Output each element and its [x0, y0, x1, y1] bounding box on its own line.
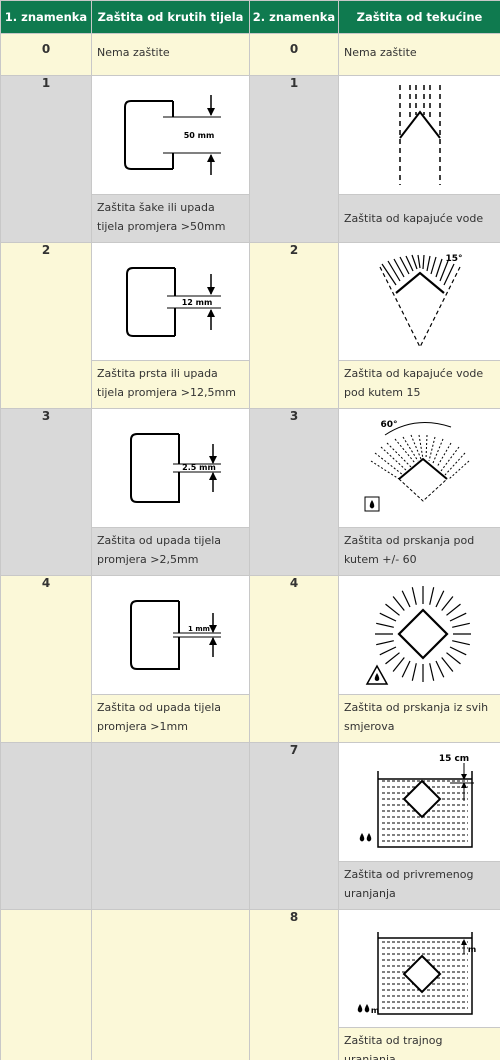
temporary-immersion-icon: 15 cm	[339, 743, 500, 862]
spray-ray	[434, 660, 444, 678]
spray-ray	[375, 640, 394, 646]
second-digit-value: 2	[249, 242, 339, 409]
spray-ray	[392, 657, 405, 672]
liquid-protection-cell: Zaštita od prskanja iz svih smjerova	[338, 575, 500, 743]
spray-ray	[379, 646, 396, 656]
solid-50mm-icon: 50 mm	[92, 76, 249, 195]
liquid-protection-cell: m m Zaštita od trajnog uranjanja	[338, 909, 500, 1060]
spray-ray	[451, 622, 470, 628]
solid-protection-cell: Nema zaštite	[91, 33, 250, 76]
table-row: 7	[0, 742, 500, 910]
solid-dimension-label: 2.5 mm	[182, 463, 216, 472]
liquid-protection-text: Zaštita od privremenog uranjanja	[344, 868, 474, 900]
header-solid-protection: Zaštita od krutih tijela	[91, 0, 250, 34]
liquid-protection-cell: Zaštita od kapajuće vode	[338, 75, 500, 243]
solid-protection-text: Zaštita od upada tijela promjera >1mm	[97, 701, 222, 733]
spray-ray	[411, 663, 417, 681]
solid-2-5mm-icon: 2.5 mm	[92, 409, 249, 528]
liquid-angle-label: 15°	[445, 254, 462, 264]
solid-protection-text: Zaštita prsta ili upada tijela promjera …	[97, 367, 236, 399]
spray-ray	[375, 622, 394, 628]
table-row: 0 Nema zaštite 0 Nema zaštite	[0, 33, 500, 76]
table-row: 1 50 mm Zaštita	[0, 75, 500, 243]
header-liquid-protection: Zaštita od tekućine	[338, 0, 500, 34]
permanent-immersion-icon: m m	[339, 910, 500, 1028]
solid-protection-cell: 1 mm Zaštita od upada tijela promjera >1…	[91, 575, 250, 743]
spray-ray	[379, 612, 396, 622]
solid-protection-cell: 12 mm Zaštita prsta ili upada tijela pro…	[91, 242, 250, 409]
spray-ray	[401, 660, 411, 678]
spray-ray	[440, 596, 453, 611]
second-digit-value: 0	[249, 33, 339, 76]
liquid-protection-cell: 60° Zaštita od prskanja pod kutem +/- 60	[338, 408, 500, 576]
solid-12mm-icon: 12 mm	[92, 243, 249, 361]
solid-dimension-label: 12 mm	[181, 298, 212, 307]
liquid-protection-cell: 15° Zaštita od kapajuće vode pod kutem 1…	[338, 242, 500, 409]
spray-ray	[449, 646, 466, 656]
liquid-dimension-label: 15 cm	[438, 754, 468, 764]
spray-ray	[449, 612, 466, 622]
solid-1mm-icon: 1 mm	[92, 576, 249, 695]
solid-protection-cell: 50 mm Zaštita šake ili upada tijela prom…	[91, 75, 250, 243]
first-digit-value: 2	[0, 242, 92, 409]
spray-ray	[401, 590, 411, 608]
liquid-protection-cell: 15 cm Zaštita od privremenog uranjanja	[338, 742, 500, 910]
spray-60-icon: 60°	[339, 409, 500, 528]
table-row: 4 1 mm Zaštita od upada tijela promjera …	[0, 575, 500, 743]
first-digit-value: 1	[0, 75, 92, 243]
spray-ray	[440, 657, 453, 672]
solid-dimension-label: 1 mm	[188, 625, 210, 633]
liquid-protection-text: Zaštita od prskanja pod kutem +/- 60	[344, 534, 475, 566]
solid-protection-text: Nema zaštite	[97, 46, 170, 59]
angled-drip-15-icon: 15°	[339, 243, 500, 361]
solid-protection-text: Zaštita šake ili upada tijela promjera >…	[97, 201, 226, 233]
solid-dimension-label: 50 mm	[183, 131, 214, 140]
spray-ray	[392, 596, 405, 611]
first-digit-value: 3	[0, 408, 92, 576]
first-digit-value: 0	[0, 33, 92, 76]
liquid-protection-text: Zaštita od kapajuće vode	[344, 212, 484, 225]
header-first-digit: 1. znamenka	[0, 0, 92, 34]
liquid-protection-text: Zaštita od kapajuće vode pod kutem 15	[344, 367, 484, 399]
liquid-protection-text: Zaštita od prskanja iz svih smjerova	[344, 701, 489, 733]
solid-protection-text: Zaštita od upada tijela promjera >2,5mm	[97, 534, 222, 566]
spray-ray	[451, 640, 470, 646]
drop-depth-label: m	[370, 1006, 378, 1015]
second-digit-value: 3	[249, 408, 339, 576]
spray-ray	[428, 663, 434, 681]
spray-ray	[428, 587, 434, 605]
second-digit-value: 8	[249, 909, 339, 1060]
spray-ray	[445, 652, 461, 665]
solid-protection-cell: 2.5 mm Zaštita od upada tijela promjera …	[91, 408, 250, 576]
spray-ray	[384, 603, 400, 616]
spray-all-directions-icon	[339, 576, 500, 695]
spray-ray	[384, 652, 400, 665]
header-row: 1. znamenka Zaštita od krutih tijela 2. …	[0, 0, 500, 34]
header-second-digit: 2. znamenka	[249, 0, 339, 34]
table-row: 3 2.5 mm Zaštita od upada tijela promjer…	[0, 408, 500, 576]
second-digit-value: 4	[249, 575, 339, 743]
vertical-drip-icon	[339, 76, 500, 195]
spray-ray	[445, 603, 461, 616]
second-digit-value: 7	[249, 742, 339, 910]
liquid-protection-cell: Nema zaštite	[338, 33, 500, 76]
liquid-dimension-label: m	[467, 945, 475, 954]
liquid-angle-label: 60°	[380, 420, 397, 430]
first-digit-value: 4	[0, 575, 92, 743]
spray-ray	[411, 587, 417, 605]
table-row: 8	[0, 909, 500, 1060]
liquid-protection-text: Zaštita od trajnog uranjanja	[344, 1034, 443, 1060]
liquid-protection-text: Nema zaštite	[344, 46, 417, 59]
second-digit-value: 1	[249, 75, 339, 243]
table-row: 2 12 mm Zaštita	[0, 242, 500, 409]
spray-ray	[434, 590, 444, 608]
